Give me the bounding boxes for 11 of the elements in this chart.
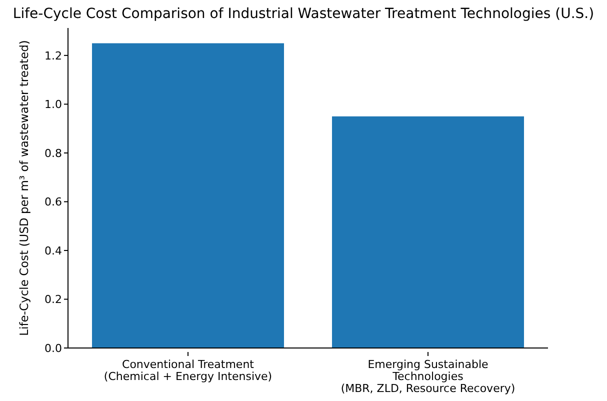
y-axis-title: Life-Cycle Cost (USD per m³ of wastewater treated) [17,40,31,336]
y-tick-label: 0.2 [44,293,62,306]
y-tick-label: 0.8 [44,146,62,160]
y-tick-label: 0.6 [44,196,62,209]
x-tick-label: Conventional Treatment (Chemical + Energy Intensive) [104,358,272,383]
chart-title: Life-Cycle Cost Comparison of Industrial Wastewater Treatment Technologies (U.S.) [12,6,596,22]
y-tick-label: 1.0 [44,98,62,112]
x-tick-label: Emerging Sustainable Technologies (MBR, ZLD, Resource Recovery) [340,358,516,395]
y-tick-label: 0.0 [44,342,62,355]
y-tick-label: 0.4 [44,244,62,258]
y-tick-label: 1.2 [44,49,62,62]
